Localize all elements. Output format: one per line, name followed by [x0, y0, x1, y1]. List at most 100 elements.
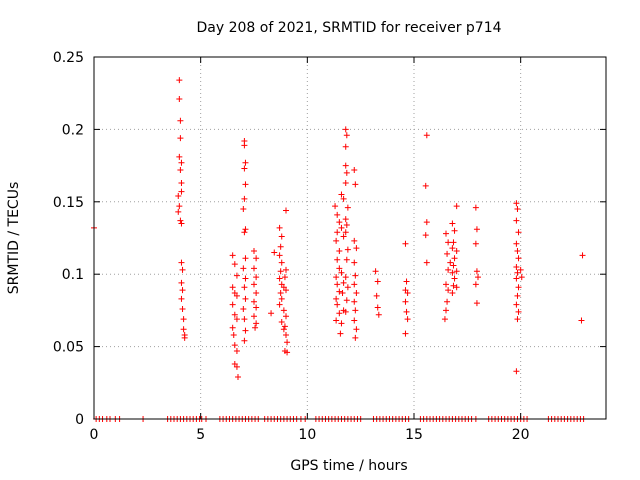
data-point	[242, 255, 249, 262]
data-point	[343, 221, 350, 228]
data-point	[352, 307, 359, 314]
data-point	[229, 252, 236, 259]
data-point	[176, 95, 183, 102]
data-point	[444, 250, 451, 257]
data-point	[515, 229, 522, 236]
data-point	[515, 284, 522, 291]
data-point	[179, 266, 186, 273]
data-point	[334, 281, 341, 288]
data-point	[472, 281, 479, 288]
data-point	[515, 255, 522, 262]
data-point	[342, 143, 349, 150]
data-point	[177, 217, 184, 224]
data-point	[178, 220, 185, 227]
x-axis-label: GPS time / hours	[290, 458, 407, 474]
data-point	[281, 274, 288, 281]
data-point	[514, 292, 521, 299]
data-point	[514, 206, 521, 213]
data-point	[251, 265, 257, 272]
data-point	[284, 349, 291, 356]
data-point	[277, 243, 284, 250]
data-point	[233, 316, 240, 323]
data-point	[241, 316, 248, 323]
data-point	[374, 304, 381, 311]
data-point	[230, 332, 237, 339]
data-point	[229, 284, 236, 291]
data-point	[351, 237, 358, 244]
data-point	[473, 300, 480, 307]
data-point	[402, 330, 409, 337]
data-point	[280, 326, 287, 333]
data-point	[276, 275, 283, 282]
data-point	[344, 246, 351, 253]
data-point	[336, 310, 343, 317]
data-point	[344, 204, 351, 211]
data-point	[241, 195, 248, 202]
data-point	[514, 316, 521, 323]
data-point	[178, 179, 185, 186]
data-point	[241, 165, 248, 172]
data-point	[453, 268, 460, 275]
y-tick-label: 0.15	[53, 195, 84, 211]
data-point	[453, 248, 460, 255]
data-point	[278, 259, 285, 266]
data-point	[276, 252, 283, 259]
data-point	[340, 279, 347, 286]
data-point	[333, 295, 340, 302]
data-point	[514, 248, 521, 255]
data-point	[338, 191, 345, 198]
data-point	[445, 266, 452, 273]
x-tick-label: 10	[298, 427, 316, 443]
data-point	[252, 324, 259, 331]
data-point	[271, 249, 278, 256]
data-point	[450, 262, 457, 269]
data-point	[242, 275, 249, 282]
data-point	[233, 363, 240, 370]
data-point	[351, 281, 358, 288]
data-point	[515, 308, 522, 315]
data-point	[242, 159, 249, 166]
data-point	[251, 298, 257, 305]
data-point	[514, 269, 521, 276]
data-point	[242, 327, 249, 334]
data-point	[449, 220, 456, 227]
data-point	[475, 274, 481, 281]
data-point	[229, 324, 236, 331]
data-point	[180, 316, 187, 323]
data-point	[178, 279, 185, 286]
data-point	[175, 193, 182, 200]
data-point	[353, 326, 360, 333]
data-point	[513, 217, 520, 224]
data-point	[375, 311, 382, 318]
data-point	[177, 117, 184, 124]
data-point	[253, 255, 260, 262]
data-point	[342, 229, 349, 236]
data-point	[242, 226, 249, 233]
data-point	[277, 290, 284, 297]
data-point	[423, 219, 430, 226]
data-point	[579, 252, 586, 259]
data-point	[332, 203, 339, 210]
data-point	[343, 169, 350, 176]
data-point	[353, 245, 360, 252]
data-point	[472, 240, 479, 247]
data-point	[179, 287, 186, 294]
chart-title: Day 208 of 2021, SRMTID for receiver p71…	[196, 20, 501, 36]
data-point	[241, 229, 248, 236]
data-point	[342, 179, 349, 186]
data-point	[251, 248, 257, 255]
data-point	[338, 320, 345, 327]
data-point	[513, 240, 520, 247]
data-point	[336, 248, 343, 255]
data-point	[404, 316, 411, 323]
data-point	[284, 339, 291, 346]
data-point	[513, 200, 520, 207]
data-point	[451, 227, 458, 234]
data-point	[241, 284, 248, 291]
data-point	[443, 307, 449, 314]
x-tick-labels: 0 5 10 15 20	[90, 427, 530, 443]
data-point	[342, 216, 349, 223]
data-point	[342, 274, 349, 281]
data-point	[268, 310, 275, 317]
data-point	[276, 301, 283, 308]
